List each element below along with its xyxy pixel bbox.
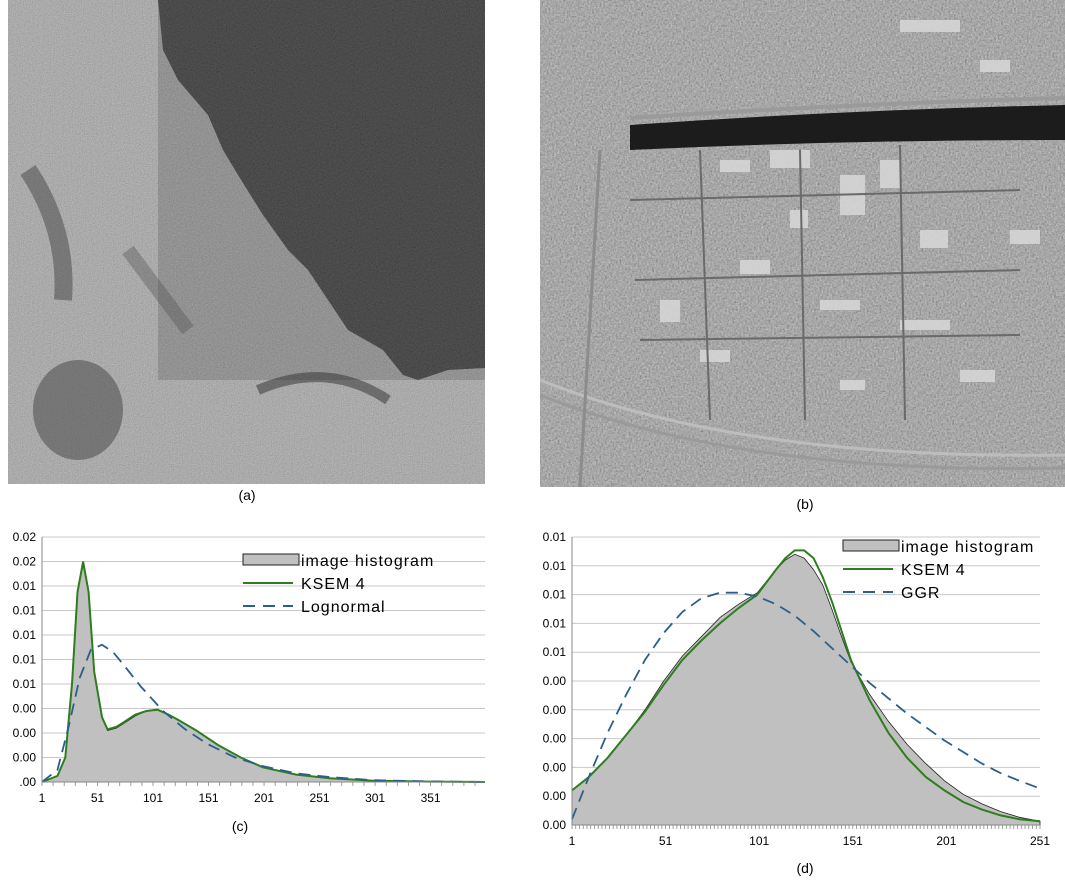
sar-image-graphic [8,0,485,484]
x-tick-label: 201 [254,791,274,805]
y-tick-label: 0.00 [543,760,567,774]
panel-c-caption: (c) [231,818,249,834]
x-tick-label: 101 [749,834,769,848]
y-tick-label: 0.02 [13,555,37,569]
y-tick-label: 0.01 [543,616,567,630]
legend-swatch-area [242,553,300,566]
legend-label: KSEM 4 [301,576,366,593]
aerial-image-graphic [540,0,1065,487]
x-tick-label: 251 [1030,834,1050,848]
y-tick-label: 0.01 [543,645,567,659]
panel-b-caption: (b) [796,496,814,512]
x-tick-label: 1 [569,834,576,848]
legend-swatch-area [842,539,900,552]
y-tick-label: 0.00 [13,702,37,716]
series-ksem-4-line [571,549,1041,823]
panel-b-image [540,0,1065,487]
y-tick-label: 0.00 [543,674,567,688]
x-tick-label: 251 [310,791,330,805]
series-histogram-area [41,565,486,783]
x-tick-label: 51 [659,834,673,848]
y-tick-label: 0.01 [13,628,37,642]
chart-d: 0.00 0.00 0.00 0.00 0.00 0.00 0.01 0.01 0.01 0.01… [543,530,1051,848]
x-tick-label: 301 [365,791,385,805]
y-tick-label: 0.00 [543,789,567,803]
y-tick-label: 0.00 [543,818,567,832]
series-ksem-4-line [41,561,486,783]
x-tick-label: 51 [91,791,105,805]
y-tick-label: 0.01 [13,604,37,618]
y-tick-label: 0.01 [543,530,567,544]
y-tick-label: 0.01 [13,653,37,667]
y-tick-label: 0.01 [13,677,37,691]
y-tick-label: 0.01 [13,579,37,593]
x-tick-label: 151 [199,791,219,805]
legend-label: image histogram [301,553,434,570]
y-tick-label: 0.00 [543,732,567,746]
y-tick-label: 0.00 [13,726,37,740]
series-lognormal-line [41,643,486,783]
series-histogram-area [571,553,1041,826]
legend-label: KSEM 4 [901,562,966,579]
panel-d-caption: (d) [796,860,814,876]
legend-label: GGR [901,585,940,602]
x-tick-label: 101 [143,791,163,805]
y-tick-label: .00 [19,775,36,789]
x-tick-label: 351 [421,791,441,805]
y-tick-label: 0.00 [543,703,567,717]
legend-label: image histogram [901,539,1034,556]
series-ggr-line [571,591,1041,820]
chart-c: .00 0.00 0.00 0.00 0.01 0.01 0.01 0.01 0.01 0.02 0… [13,530,486,805]
panel-a-image [8,0,485,484]
y-tick-label: 0.01 [543,559,567,573]
x-tick-label: 151 [843,834,863,848]
x-tick-label: 1 [39,791,46,805]
y-tick-label: 0.01 [543,588,567,602]
panel-a-caption: (a) [238,487,256,503]
legend-label: Lognormal [301,599,386,616]
y-tick-label: 0.02 [13,530,37,544]
x-tick-label: 201 [936,834,956,848]
y-tick-label: 0.00 [13,751,37,765]
